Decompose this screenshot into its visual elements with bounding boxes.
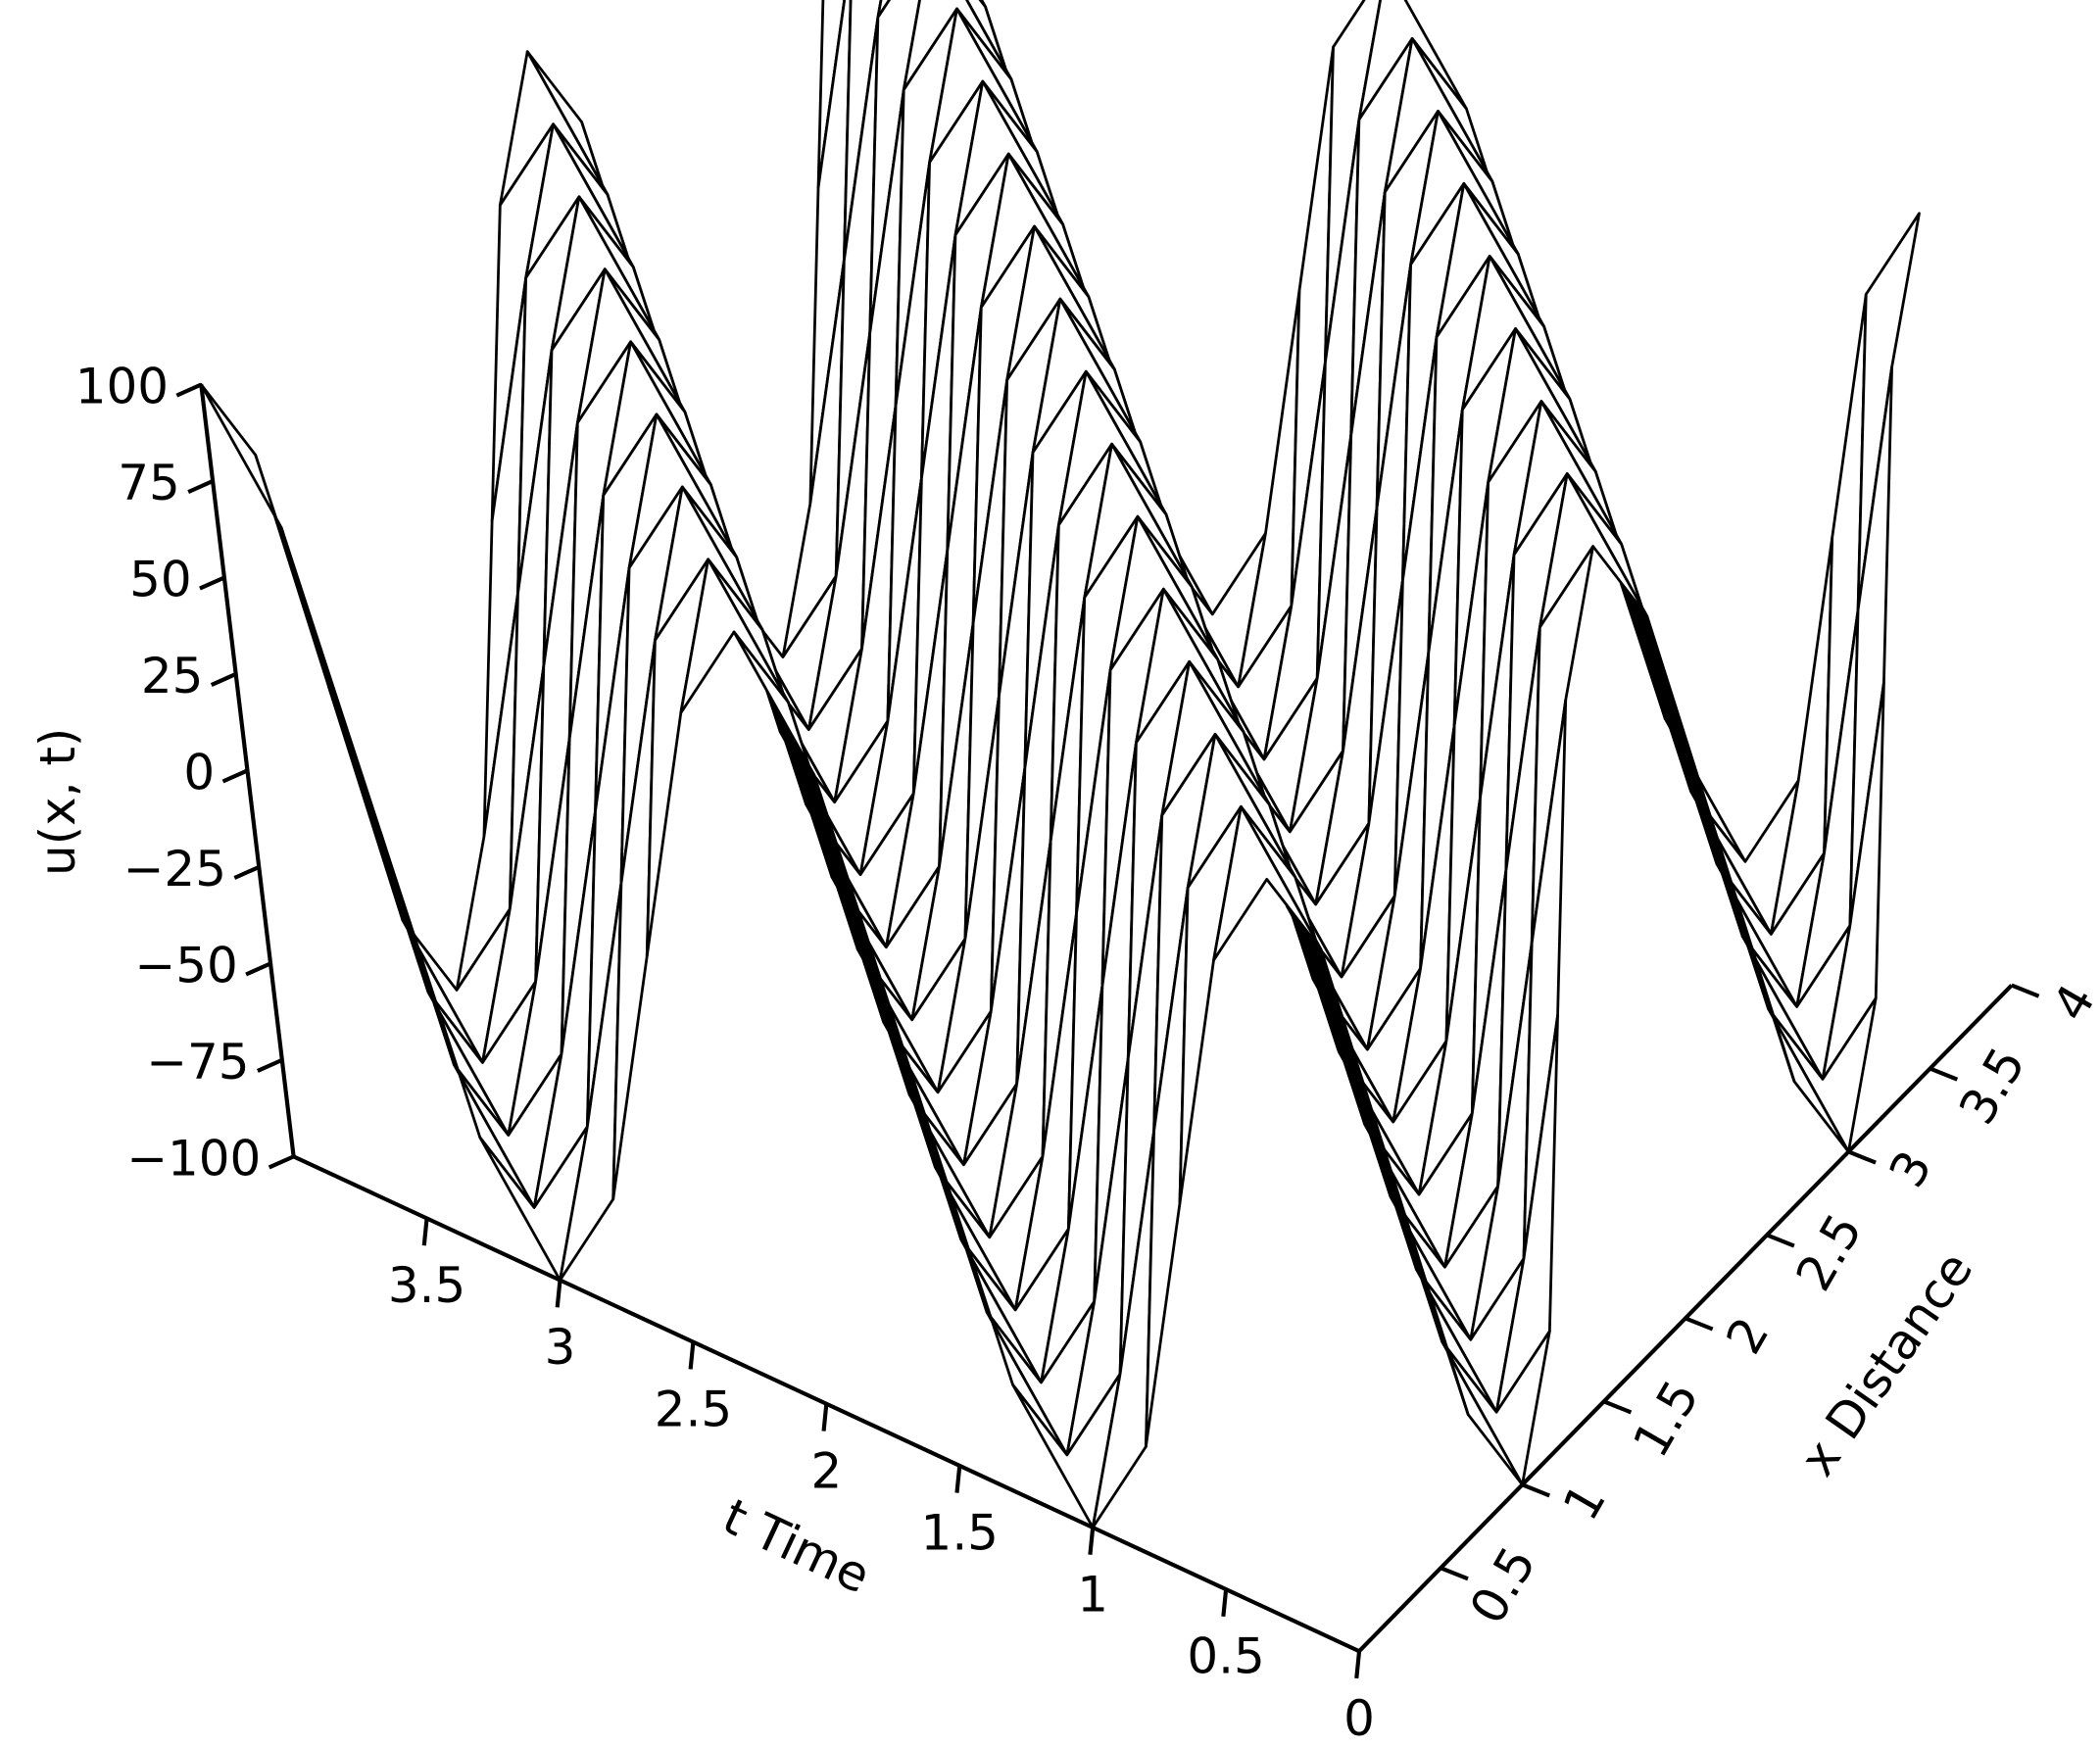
y-tick-label: 3 xyxy=(545,1319,576,1376)
y-tick-label: 1 xyxy=(1077,1567,1108,1624)
x-tick-label: 1 xyxy=(1552,1475,1617,1530)
x-tick-label: 3 xyxy=(1879,1141,1943,1197)
y-tick xyxy=(555,1280,562,1308)
y-tick-label: 2.5 xyxy=(655,1381,732,1437)
z-tick-label: 75 xyxy=(118,455,180,511)
x-tick xyxy=(1521,1482,1550,1498)
x-tick xyxy=(1766,1233,1795,1248)
z-tick xyxy=(233,865,261,880)
x-tick-label: 4 xyxy=(2041,975,2100,1031)
z-tick xyxy=(257,1057,283,1073)
z-tick xyxy=(199,575,225,591)
y-tick xyxy=(821,1403,829,1432)
x-tick-label: 1.5 xyxy=(1622,1371,1710,1467)
y-tick-label: 0 xyxy=(1343,1690,1375,1747)
x-tick xyxy=(1602,1399,1633,1415)
y-tick-label: 3.5 xyxy=(388,1257,465,1314)
z-tick xyxy=(268,1154,295,1170)
y-tick xyxy=(421,1218,429,1246)
z-tick-label: 25 xyxy=(141,648,204,704)
y-tick xyxy=(688,1341,696,1370)
x-tick-label: 3.5 xyxy=(1948,1038,2036,1134)
y-tick xyxy=(954,1465,962,1493)
y-axis-title: t Time xyxy=(714,1487,878,1604)
z-tick-label: −25 xyxy=(123,841,226,898)
y-tick-label: 2 xyxy=(810,1442,842,1499)
y-tick xyxy=(1088,1527,1096,1555)
z-axis-title: u(x, t) xyxy=(29,728,86,876)
x-tick xyxy=(1847,1149,1877,1165)
x-tick xyxy=(1440,1566,1469,1581)
z-tick xyxy=(187,479,214,494)
y-tick-label: 1.5 xyxy=(921,1505,999,1562)
z-tick xyxy=(175,382,203,398)
y-tick xyxy=(1354,1651,1362,1679)
z-tick-label: −50 xyxy=(134,937,237,994)
z-tick-label: 50 xyxy=(129,552,192,608)
x-tick-label: 0.5 xyxy=(1459,1537,1547,1633)
z-tick xyxy=(221,768,249,784)
surface-patch xyxy=(1212,804,1323,962)
x-tick xyxy=(1929,1066,1959,1082)
z-tick-label: −75 xyxy=(146,1034,249,1091)
z-tick xyxy=(245,961,271,977)
z-tick xyxy=(210,672,237,687)
y-tick xyxy=(1221,1588,1229,1618)
x-tick xyxy=(1685,1316,1714,1332)
x-tick-label: 2 xyxy=(1715,1308,1780,1364)
z-tick-label: 0 xyxy=(183,744,215,801)
z-tick-label: −100 xyxy=(126,1130,261,1187)
x-tick-label: 2.5 xyxy=(1785,1204,1874,1300)
z-tick-label: 100 xyxy=(75,359,169,415)
y-tick-label: 0.5 xyxy=(1187,1628,1264,1685)
x-tick xyxy=(2011,983,2040,998)
